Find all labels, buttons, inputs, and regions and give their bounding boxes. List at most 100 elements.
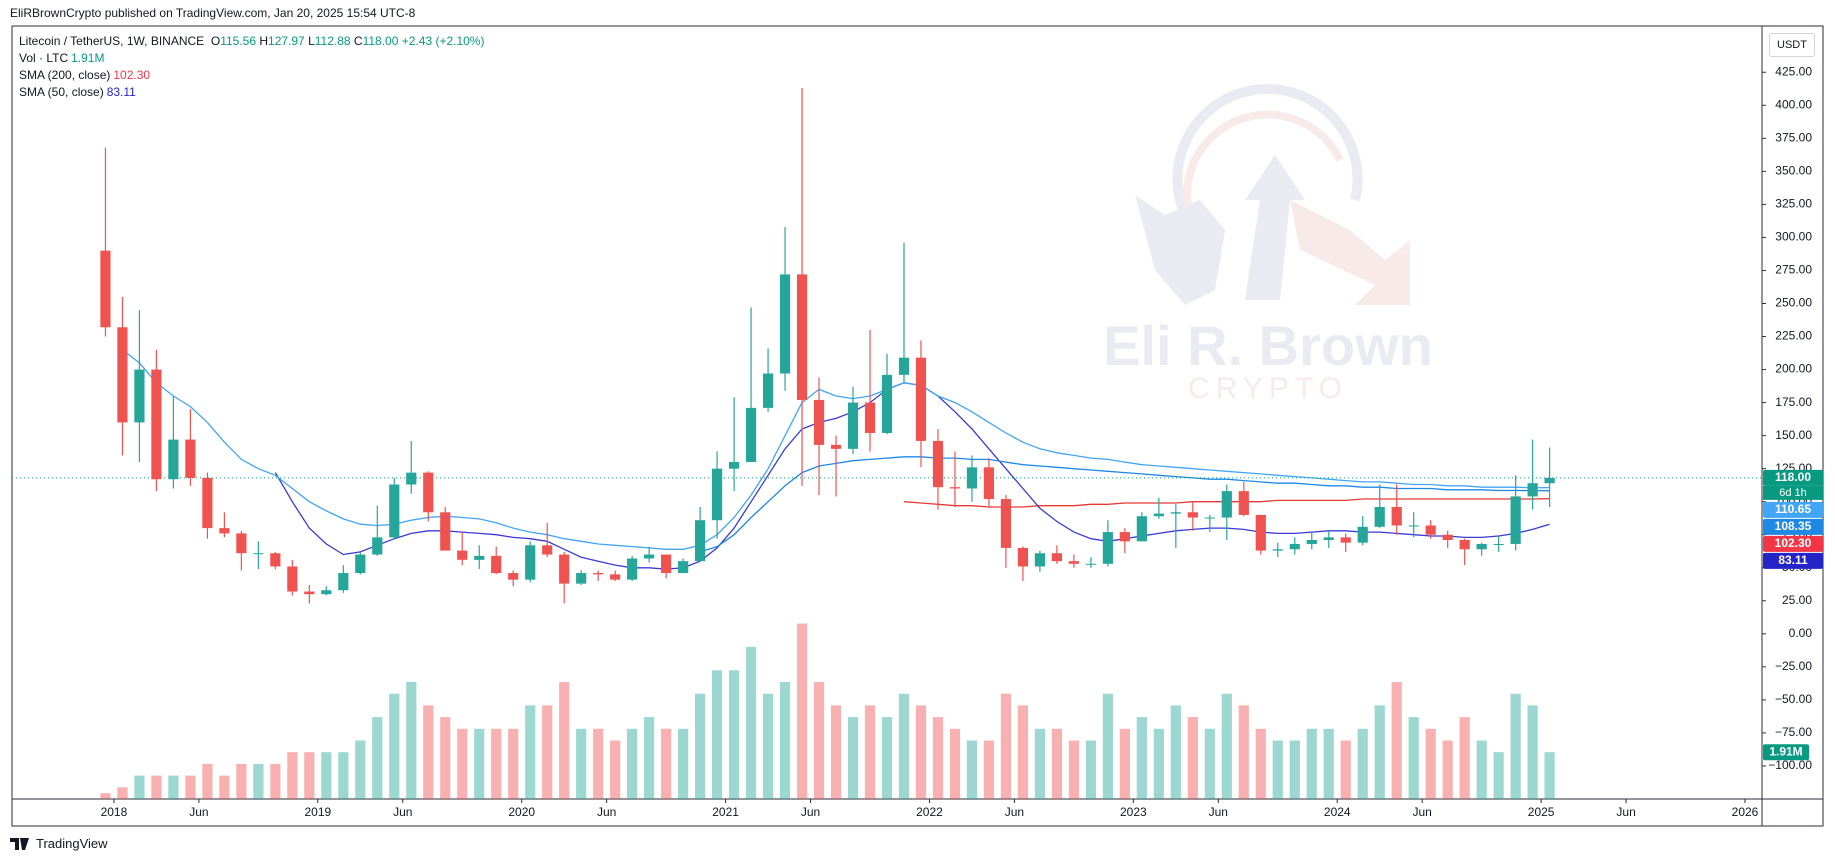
candle-body: [1119, 532, 1130, 542]
price-tag-label: 110.65: [1775, 502, 1811, 516]
volume-bar: [321, 752, 332, 799]
volume-bar: [304, 752, 315, 799]
candle-body: [508, 573, 519, 580]
sma200-label[interactable]: SMA (200, close): [19, 68, 111, 82]
volume-bar: [355, 740, 366, 799]
volume-bar: [525, 705, 536, 799]
x-tick-label: 2020: [508, 805, 535, 819]
candle-body: [813, 399, 825, 445]
candle-body: [542, 545, 553, 555]
candle-body: [1459, 540, 1470, 550]
candle-body: [1323, 537, 1334, 541]
volume-bar: [372, 717, 383, 799]
volume-bar: [864, 705, 876, 799]
ohlc-h: 127.97: [268, 34, 305, 48]
candle-body: [1527, 483, 1538, 497]
volume-bar: [610, 740, 621, 799]
candle-body: [1034, 553, 1046, 567]
candle-body: [389, 484, 400, 538]
volume-bar: [627, 728, 638, 799]
volume-bar: [1476, 740, 1487, 799]
volume-bar: [796, 623, 808, 799]
currency-button[interactable]: USDT: [1769, 33, 1815, 57]
candle-body: [864, 402, 876, 433]
volume-value: 1.91M: [71, 51, 105, 65]
price-tags: 118.00 6d 1h 110.65 108.35 102.30 83.11 1.91M: [1763, 469, 1823, 761]
volume-bar: [779, 682, 791, 799]
candle-body: [915, 357, 927, 441]
x-tick-label: 2019: [304, 805, 331, 819]
volume-pane: [100, 623, 1555, 799]
volume-bar: [1000, 693, 1012, 799]
y-tick-label: 225.00: [1775, 329, 1812, 343]
volume-bar: [1272, 740, 1283, 799]
price-tag-label: 83.11: [1778, 553, 1808, 567]
volume-bar: [100, 793, 111, 799]
price-tag: [1763, 469, 1823, 486]
volume-bar: [983, 740, 995, 799]
x-tick-label: 2024: [1324, 805, 1351, 819]
volume-bar: [202, 763, 213, 799]
volume-bar: [440, 717, 451, 799]
volume-bar: [1136, 717, 1147, 799]
x-tick-label: 2018: [101, 805, 128, 819]
volume-bar: [508, 728, 519, 799]
publish-header: EliRBrownCrypto published on TradingView…: [10, 6, 416, 20]
legend-sma50-row: SMA (50, close) 83.11: [19, 84, 484, 101]
candle-body: [287, 566, 298, 592]
volume-bar: [236, 763, 247, 799]
y-tick-label: 25.00: [1782, 593, 1812, 607]
ohlc-o: 115.56: [220, 34, 257, 48]
volume-bar: [661, 728, 672, 799]
candle-body: [1289, 543, 1300, 550]
candle-body: [627, 558, 638, 580]
candle-body: [440, 512, 451, 551]
candle-body: [185, 439, 196, 478]
x-tick-label: Jun: [1413, 805, 1432, 819]
footer: TradingView: [10, 836, 108, 851]
tv-logo: [10, 837, 29, 850]
candle-body: [1442, 534, 1453, 541]
volume-bar: [559, 682, 570, 799]
candle-body: [932, 440, 944, 488]
candle-body: [559, 554, 570, 584]
candle-body: [1391, 506, 1402, 526]
y-tick-label: 150.00: [1775, 428, 1812, 442]
volume-bar: [1442, 740, 1453, 799]
candle-body: [1153, 513, 1164, 517]
volume-bar: [949, 728, 961, 799]
volume-bar: [728, 670, 740, 799]
volume-bar: [1119, 728, 1130, 799]
volume-bar: [270, 763, 281, 799]
candle-body: [1255, 514, 1266, 551]
volume-bar: [932, 717, 944, 799]
volume-bar: [813, 682, 825, 799]
candle-body: [966, 467, 978, 489]
volume-bar: [423, 705, 434, 799]
x-tick-label: Jun: [189, 805, 208, 819]
candle-body: [1493, 543, 1504, 545]
ohlc-h-label: H: [259, 34, 269, 48]
candle-body: [168, 439, 179, 480]
candle-body: [1544, 477, 1555, 484]
volume-bar: [966, 740, 978, 799]
candle-body: [1136, 516, 1147, 542]
y-tick-label: 200.00: [1775, 362, 1812, 376]
y-tick-label: −75.00: [1775, 725, 1812, 739]
sma50-label[interactable]: SMA (50, close): [19, 85, 104, 99]
x-tick-label: Jun: [1209, 805, 1228, 819]
volume-bar: [1187, 717, 1198, 799]
x-tick-label: Jun: [597, 805, 616, 819]
volume-bar: [1306, 728, 1317, 799]
y-tick-label: −100.00: [1768, 758, 1812, 772]
candle-body: [1340, 537, 1351, 543]
volume-bar: [1238, 705, 1249, 799]
candle-body: [1085, 563, 1096, 565]
candle-body: [202, 477, 213, 529]
y-tick-label: 175.00: [1775, 395, 1812, 409]
candle-body: [678, 561, 689, 574]
volume-bar: [1527, 705, 1538, 799]
candle-body: [134, 369, 145, 423]
candle-body: [1408, 525, 1419, 527]
